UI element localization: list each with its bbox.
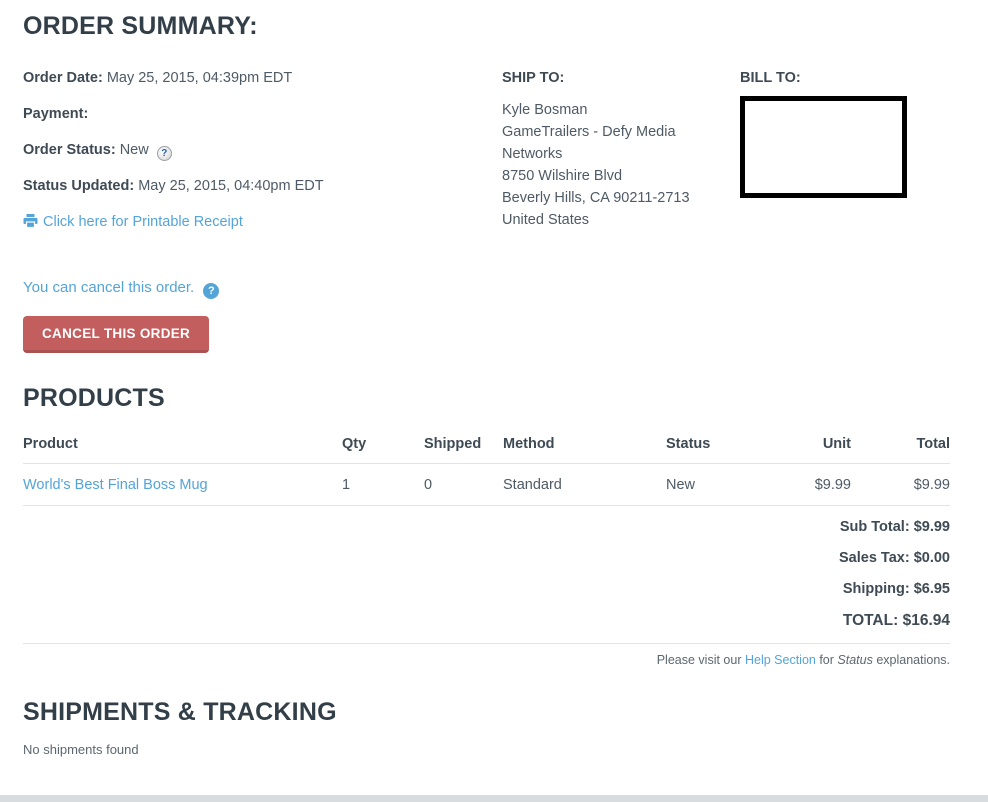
payment-label: Payment: [23, 106, 89, 122]
ship-to-line: United States [502, 212, 590, 228]
subtotal-line: Sub Total: $9.99 [23, 519, 950, 535]
col-total: Total [851, 422, 950, 464]
unit-cell: $9.99 [761, 463, 851, 506]
cancel-notice-text: You can cancel this order. [23, 279, 195, 296]
ship-to-line: Beverly Hills, CA 90211-2713 [502, 190, 690, 206]
ship-to-heading: SHIP TO: [502, 70, 565, 86]
products-table: Product Qty Shipped Method Status Unit T… [23, 422, 950, 506]
order-fields: Order Date: May 25, 2015, 04:39pm EDT Pa… [23, 70, 502, 353]
method-cell: Standard [503, 463, 666, 506]
order-status-row: Order Status: New ? [23, 142, 502, 161]
products-header-row: Product Qty Shipped Method Status Unit T… [23, 422, 950, 464]
grand-total-label: TOTAL: [842, 612, 899, 629]
status-help-icon[interactable]: ? [156, 146, 172, 161]
ship-to-address: Kyle Bosman GameTrailers - Defy Media Ne… [502, 99, 740, 231]
total-cell: $9.99 [851, 463, 950, 506]
order-summary-heading: ORDER SUMMARY: [23, 12, 258, 40]
ship-to-line: Kyle Bosman [502, 102, 588, 118]
no-shipments-message: No shipments found [23, 742, 139, 757]
bill-to-section: BILL TO: [740, 70, 950, 353]
shipping-line: Shipping: $6.95 [23, 581, 950, 597]
order-totals: Sub Total: $9.99 Sales Tax: $0.00 Shippi… [23, 519, 950, 629]
subtotal-label: Sub Total: [839, 519, 910, 535]
product-row: World's Best Final Boss Mug 1 0 Standard… [23, 463, 950, 506]
order-date-value: May 25, 2015, 04:39pm EDT [106, 70, 293, 86]
status-cell: New [666, 463, 761, 506]
bill-to-heading: BILL TO: [740, 70, 801, 86]
cancel-help-icon[interactable]: ? [203, 283, 220, 299]
col-unit: Unit [761, 422, 851, 464]
status-updated-label: Status Updated: [23, 178, 135, 194]
order-date-row: Order Date: May 25, 2015, 04:39pm EDT [23, 70, 502, 86]
sales-tax-value: $0.00 [913, 550, 950, 566]
cancel-order-button[interactable]: CANCEL THIS ORDER [23, 316, 210, 353]
help-note-prefix: Please visit our [656, 653, 742, 667]
help-note-middle: for [819, 653, 834, 667]
printable-receipt-row: Click here for Printable Receipt [23, 214, 502, 230]
payment-row: Payment: [23, 106, 502, 122]
order-top-section: Order Date: May 25, 2015, 04:39pm EDT Pa… [23, 70, 950, 353]
col-method: Method [503, 422, 666, 464]
shipping-label: Shipping: [842, 581, 910, 597]
footer-bar [0, 795, 988, 802]
sales-tax-line: Sales Tax: $0.00 [23, 550, 950, 566]
printable-receipt-link[interactable]: Click here for Printable Receipt [43, 214, 243, 230]
subtotal-value: $9.99 [913, 519, 950, 535]
help-note-status-word: Status [837, 653, 873, 667]
status-help-note: Please visit our Help Section for Status… [23, 653, 950, 667]
bill-to-redacted-box [740, 96, 907, 198]
ship-to-line: Networks [502, 146, 563, 162]
shipments-heading: SHIPMENTS & TRACKING [23, 698, 337, 726]
grand-total-value: $16.94 [902, 612, 950, 629]
help-note-suffix: explanations. [876, 653, 950, 667]
grand-total-line: TOTAL: $16.94 [23, 612, 950, 629]
cancel-notice: You can cancel this order. ? [23, 279, 502, 299]
col-shipped: Shipped [424, 422, 503, 464]
status-updated-value: May 25, 2015, 04:40pm EDT [138, 178, 324, 194]
order-page: ORDER SUMMARY: Order Date: May 25, 2015,… [23, 12, 950, 757]
product-link[interactable]: World's Best Final Boss Mug [23, 477, 208, 493]
col-status: Status [666, 422, 761, 464]
qty-cell: 1 [342, 463, 424, 506]
ship-to-section: SHIP TO: Kyle Bosman GameTrailers - Defy… [502, 70, 740, 353]
shipped-cell: 0 [424, 463, 503, 506]
status-updated-row: Status Updated: May 25, 2015, 04:40pm ED… [23, 178, 502, 194]
order-status-label: Order Status: [23, 142, 116, 158]
col-product: Product [23, 422, 342, 464]
totals-divider [23, 643, 950, 644]
printer-icon [23, 214, 38, 229]
col-qty: Qty [342, 422, 424, 464]
ship-to-line: GameTrailers - Defy Media [502, 124, 676, 140]
order-status-value: New [119, 142, 149, 158]
product-cell: World's Best Final Boss Mug [23, 463, 342, 506]
order-date-label: Order Date: [23, 70, 103, 86]
shipping-value: $6.95 [913, 581, 950, 597]
help-section-link[interactable]: Help Section [744, 653, 816, 667]
sales-tax-label: Sales Tax: [839, 550, 910, 566]
ship-to-line: 8750 Wilshire Blvd [502, 168, 623, 184]
products-heading: PRODUCTS [23, 384, 165, 412]
